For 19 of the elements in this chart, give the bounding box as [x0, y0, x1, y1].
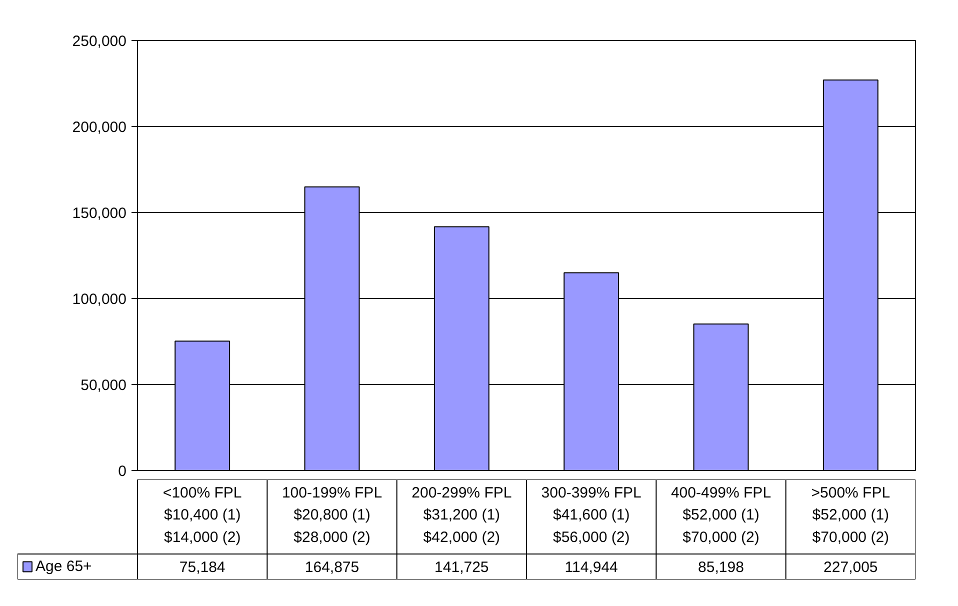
data-label: 75,184	[179, 559, 226, 576]
data-label: 114,944	[564, 559, 618, 576]
y-tick-label: 250,000	[72, 33, 127, 50]
y-tick-label: 0	[118, 463, 126, 480]
y-tick-label: 200,000	[72, 119, 127, 136]
x-tick-label: <100% FPL $10,400 (1) $14,000 (2)	[162, 484, 242, 546]
x-tick-label: 200-299% FPL $31,200 (1) $42,000 (2)	[412, 484, 512, 546]
legend-label: Age 65+	[36, 558, 92, 576]
y-tick-label: 150,000	[72, 205, 127, 222]
data-label: 141,725	[434, 559, 489, 576]
y-tick-label: 50,000	[80, 377, 127, 394]
x-tick-label: 300-399% FPL $41,600 (1) $56,000 (2)	[541, 484, 642, 546]
data-label: 85,198	[698, 559, 744, 576]
x-tick-label: 100-199% FPL $20,800 (1) $28,000 (2)	[282, 484, 382, 546]
data-label: 164,875	[304, 559, 360, 576]
y-tick-label: 100,000	[72, 291, 127, 308]
x-tick-label: >500% FPL $52,000 (1) $70,000 (2)	[811, 484, 890, 546]
data-label: 227,005	[824, 559, 878, 576]
x-tick-label: 400-499% FPL $52,000 (1) $70,000 (2)	[670, 484, 772, 546]
